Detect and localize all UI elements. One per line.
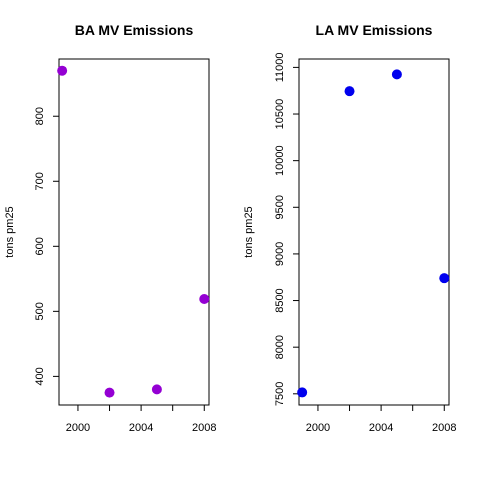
la-emissions-panel: LA MV Emissions tons pm25 2000 2004 2008 75… [243, 22, 457, 434]
ba-data-point [151, 384, 162, 395]
ba-marks: 2000 2004 2008 400 500 600 700 800 [34, 65, 217, 434]
la-x-tick-label: 2004 [369, 422, 393, 434]
ba-data-point [104, 387, 115, 398]
ba-chart-title: BA MV Emissions [75, 22, 194, 38]
la-y-tick-label: 11000 [274, 53, 286, 83]
ba-y-axis-label: tons pm25 [4, 206, 16, 257]
la-y-tick-label: 7500 [274, 382, 286, 406]
la-marks: 2000 2004 2008 7500 8000 8500 9000 9500 10000 105… [274, 53, 457, 434]
ba-x-tick-label: 2008 [192, 422, 216, 434]
ba-y-tick-label: 800 [34, 107, 46, 125]
la-y-tick-label: 10500 [274, 99, 286, 130]
ba-x-tick-label: 2004 [129, 422, 153, 434]
ba-y-tick-label: 600 [34, 237, 46, 255]
la-plot-frame [298, 58, 450, 406]
la-y-axis-label: tons pm25 [243, 206, 255, 257]
la-y-tick-label: 8000 [274, 335, 286, 359]
la-data-point [344, 86, 355, 97]
la-chart-title: LA MV Emissions [316, 22, 433, 38]
ba-y-tick-label: 400 [34, 367, 46, 385]
ba-data-point [57, 65, 68, 76]
la-x-tick-label: 2008 [432, 422, 456, 434]
la-y-tick-label: 9500 [274, 195, 286, 219]
la-data-point [439, 273, 450, 284]
la-data-point [391, 69, 402, 80]
ba-x-tick-label: 2000 [66, 422, 90, 434]
la-data-point [297, 387, 308, 398]
la-x-tick-label: 2000 [306, 422, 330, 434]
la-y-tick-label: 10000 [274, 145, 286, 176]
la-y-tick-label: 8500 [274, 288, 286, 312]
la-y-tick-label: 9000 [274, 242, 286, 266]
ba-emissions-panel: BA MV Emissions tons pm25 2000 2004 2008 40… [4, 22, 217, 434]
ba-y-tick-label: 500 [34, 302, 46, 320]
ba-plot-frame [58, 58, 210, 406]
ba-data-point [199, 293, 210, 304]
ba-y-tick-label: 700 [34, 172, 46, 190]
